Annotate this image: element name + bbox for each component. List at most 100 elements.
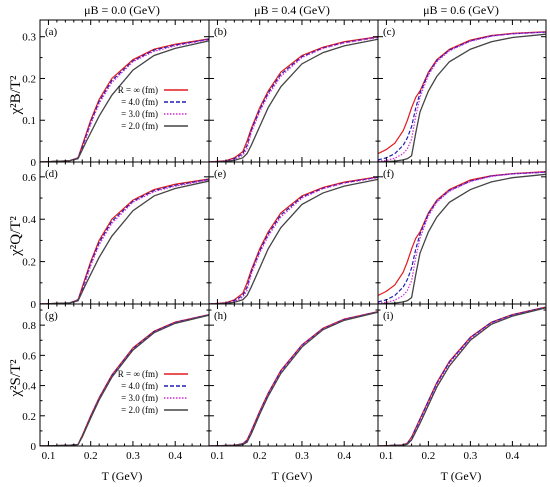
series-line-1 — [40, 178, 209, 304]
x-tick-label: 0.1 — [42, 450, 56, 462]
panel-frame — [377, 19, 547, 163]
series-line-4 — [40, 314, 209, 446]
panels-grid: 0 0.1 0.2 0.3 (a) R = ∞ (fm) = 4.0 (fm) = 3.0 (… — [22, 19, 547, 462]
y-tick-label: 0.6 — [22, 172, 36, 184]
panel-label: (d) — [45, 168, 58, 180]
legend-entry-label: R = ∞ (fm) — [118, 85, 158, 95]
x-tick-label: 0.3 — [126, 450, 140, 462]
y-tick-label: 0.6 — [22, 350, 36, 362]
y-tick-label: 0.2 — [22, 411, 36, 423]
y-tick-label: 0.4 — [22, 381, 36, 393]
column-title-1: μB = 0.0 (GeV) — [84, 3, 160, 17]
series-line-4 — [378, 33, 546, 162]
series-line-3 — [209, 311, 378, 446]
x-tick-label: 0.1 — [211, 450, 225, 462]
y-tick-label: 0.3 — [22, 32, 36, 44]
panel-4: 0 0.2 0.4 0.6 (d) — [22, 161, 210, 311]
series-line-4 — [209, 178, 378, 304]
series-line-4 — [209, 38, 378, 162]
y-tick-label: 0.1 — [22, 115, 36, 127]
series-line-3 — [209, 177, 378, 304]
series-line-3 — [40, 39, 209, 162]
panel-7-curves — [40, 313, 209, 446]
panel-8: 0.1 0.2 0.3 0.4 (h) — [208, 303, 379, 462]
legend: R = ∞ (fm) = 4.0 (fm) = 3.0 (fm) = 2.0 (fm) — [118, 369, 188, 415]
y-tick-label: 0 — [31, 441, 37, 453]
series-line-2 — [209, 36, 378, 162]
panel-label: (a) — [45, 26, 58, 38]
xlabel-col-3: T (GeV) — [441, 469, 482, 483]
panel-label: (c) — [383, 26, 396, 38]
legend-entry-label: = 2.0 (fm) — [121, 121, 158, 131]
panel-label: (h) — [214, 310, 227, 322]
x-axis-labels: T (GeV) T (GeV) T (GeV) — [102, 469, 482, 483]
series-line-3 — [40, 179, 209, 304]
series-line-4 — [378, 173, 546, 304]
x-tick-label: 0.4 — [168, 450, 182, 462]
column-title-3: μB = 0.6 (GeV) — [423, 3, 499, 17]
legend-entry-label: = 2.0 (fm) — [121, 405, 158, 415]
series-line-4 — [40, 40, 209, 162]
panel-frame — [208, 161, 379, 305]
legend-entry-label: = 3.0 (fm) — [121, 393, 158, 403]
panel-6: (f) — [377, 161, 547, 305]
x-tick-label: 0.2 — [84, 450, 98, 462]
panel-frame — [208, 303, 379, 447]
y-tick-label: 0.4 — [22, 214, 36, 226]
legend-entry-label: = 3.0 (fm) — [121, 109, 158, 119]
series-line-2 — [40, 38, 209, 162]
y-tick-label: 0.8 — [22, 320, 36, 332]
panel-4-curves — [40, 178, 209, 304]
x-tick-label: 0.4 — [506, 450, 520, 462]
panel-8-curves — [209, 310, 378, 446]
series-line-3 — [378, 31, 546, 162]
panel-1-curves — [40, 38, 209, 162]
y-tick-label: 0.2 — [22, 257, 36, 269]
panel-6-curves — [378, 170, 546, 304]
series-line-2 — [209, 311, 378, 446]
panel-label: (e) — [214, 168, 227, 180]
column-titles: μB = 0.0 (GeV) μB = 0.4 (GeV) μB = 0.6 (… — [84, 3, 499, 17]
panel-5: (e) — [208, 161, 379, 305]
legend-entry-label: R = ∞ (fm) — [118, 369, 158, 379]
series-line-1 — [209, 36, 378, 162]
series-line-2 — [378, 31, 546, 161]
panel-frame — [377, 303, 547, 447]
ylabel-row-2: χ²Q/T² — [8, 216, 24, 257]
legend: R = ∞ (fm) = 4.0 (fm) = 3.0 (fm) = 2.0 (fm) — [118, 85, 188, 131]
y-tick-label: 0 — [31, 157, 37, 169]
series-line-2 — [378, 306, 546, 446]
xlabel-col-2: T (GeV) — [272, 469, 313, 483]
panel-3-curves — [378, 31, 546, 162]
series-line-3 — [209, 36, 378, 162]
panel-label: (f) — [383, 168, 394, 180]
panel-label: (i) — [383, 310, 394, 322]
panel-5-curves — [209, 176, 378, 304]
series-line-3 — [378, 171, 546, 304]
ylabel-row-3: χ²S/T² — [8, 359, 24, 398]
series-line-1 — [209, 176, 378, 304]
x-tick-label: 0.1 — [380, 450, 394, 462]
panel-2-curves — [209, 36, 378, 162]
x-tick-label: 0.3 — [464, 450, 478, 462]
series-line-2 — [378, 171, 546, 303]
legend-entry-label: = 4.0 (fm) — [121, 97, 158, 107]
x-tick-label: 0.4 — [337, 450, 351, 462]
panel-label: (g) — [45, 310, 58, 322]
panel-9-curves — [378, 306, 546, 446]
panel-2: (b) — [208, 19, 379, 163]
y-tick-label: 0.2 — [22, 73, 36, 85]
series-line-1 — [378, 170, 546, 297]
series-line-4 — [40, 180, 209, 304]
panel-label: (b) — [214, 26, 227, 38]
row-ylabels: χ²B/T² χ²Q/T² χ²S/T² — [8, 75, 24, 398]
series-line-4 — [209, 311, 378, 446]
panel-7: 0.1 0.2 0.3 0.4 0 0.2 0.4 0.6 0.8 (g) R = ∞ (fm) = … — [22, 303, 210, 462]
panel-1: 0 0.1 0.2 0.3 (a) R = ∞ (fm) = 4.0 (fm) = 3.0 (… — [22, 19, 210, 169]
series-line-1 — [209, 310, 378, 446]
x-tick-label: 0.2 — [422, 450, 436, 462]
series-line-4 — [378, 307, 546, 446]
series-line-2 — [209, 176, 378, 304]
xlabel-col-1: T (GeV) — [102, 469, 143, 483]
